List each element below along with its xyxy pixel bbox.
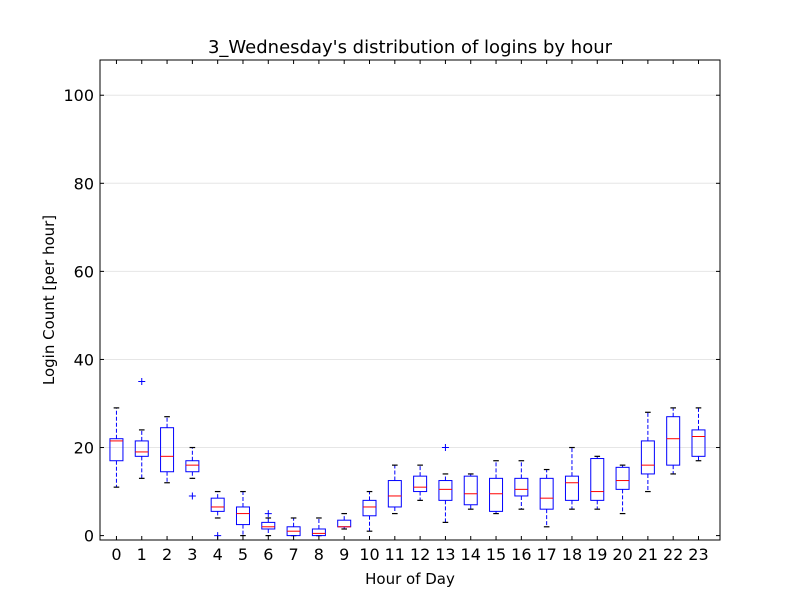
y-tick-label: 60	[74, 262, 94, 281]
x-tick-label: 6	[263, 545, 273, 564]
x-tick-label: 21	[638, 545, 658, 564]
box-iqr	[590, 458, 605, 501]
y-tick-label: 0	[84, 527, 94, 546]
box-iqr	[311, 528, 326, 537]
flier-marker	[138, 377, 146, 385]
x-tick-label: 22	[663, 545, 683, 564]
box-hour-2	[160, 416, 175, 484]
box-iqr	[109, 438, 124, 462]
y-axis: 0 20 40 60 80 100	[63, 86, 720, 546]
box-iqr	[235, 506, 250, 526]
box-hour-18	[564, 446, 579, 510]
x-tick-label: 0	[111, 545, 121, 564]
box-hour-11	[387, 464, 402, 515]
box-iqr	[210, 497, 225, 512]
box-hour-20	[615, 464, 630, 515]
y-tick-label: 40	[74, 350, 94, 369]
box-iqr	[489, 477, 504, 512]
box-hour-21	[640, 411, 655, 493]
box-iqr	[640, 440, 655, 475]
y-tick-label: 100	[63, 86, 94, 105]
box-iqr	[691, 429, 706, 457]
box-hour-12	[413, 464, 428, 501]
box-hour-19	[590, 455, 605, 510]
box-hour-22	[666, 407, 681, 475]
box-iqr	[362, 499, 377, 517]
x-tick-label: 20	[612, 545, 632, 564]
box-hour-10	[362, 490, 377, 532]
box-iqr	[438, 480, 453, 501]
box-iqr	[615, 466, 630, 490]
x-tick-label: 9	[339, 545, 349, 564]
box-hour-6	[261, 510, 276, 537]
x-axis-label: Hour of Day	[365, 570, 455, 588]
x-tick-label: 12	[410, 545, 430, 564]
box-iqr	[539, 477, 554, 510]
x-tick-label: 16	[511, 545, 531, 564]
plot-frame	[99, 59, 721, 541]
x-tick-label: 19	[587, 545, 607, 564]
box-hour-13	[438, 444, 453, 523]
box-iqr	[160, 427, 175, 473]
y-tick-label: 20	[74, 439, 94, 458]
flier-marker	[264, 510, 272, 518]
box-hour-14	[463, 473, 478, 510]
box-iqr	[134, 440, 149, 457]
box-iqr	[666, 416, 681, 466]
box-hour-3	[185, 446, 200, 500]
chart-title: 3_Wednesday's distribution of logins by …	[208, 37, 613, 58]
x-tick-label: 10	[359, 545, 379, 564]
x-tick-label: 14	[461, 545, 481, 564]
x-tick-label: 2	[162, 545, 172, 564]
x-tick-label: 15	[486, 545, 506, 564]
x-tick-label: 1	[137, 545, 147, 564]
y-axis-label: Login Count [per hour]	[40, 215, 58, 385]
box-hour-23	[691, 407, 706, 462]
x-tick-label: 17	[536, 545, 556, 564]
box-hour-0	[109, 407, 124, 488]
x-tick-label: 8	[314, 545, 324, 564]
x-tick-label: 3	[187, 545, 197, 564]
x-tick-label: 7	[288, 545, 298, 564]
box-iqr	[564, 475, 579, 501]
box-iqr	[514, 477, 529, 497]
box-iqr	[185, 460, 200, 473]
box-hour-5	[235, 490, 250, 537]
y-tick-label: 80	[74, 174, 94, 193]
box-iqr	[387, 480, 402, 508]
box-series	[109, 377, 706, 540]
x-tick-label: 23	[688, 545, 708, 564]
box-hour-9	[337, 512, 352, 530]
box-hour-17	[539, 468, 554, 528]
grid-lines	[100, 94, 720, 449]
x-tick-label: 4	[213, 545, 223, 564]
box-hour-15	[489, 460, 504, 515]
x-axis: 0 1 2 3 4 5 6 7 8 9 10 11 12 13 14 15 16 17 18 19 20 21 22 23	[111, 60, 709, 564]
flier-marker	[441, 444, 449, 452]
box-iqr	[463, 475, 478, 506]
box-iqr	[413, 475, 428, 493]
box-hour-8	[311, 517, 326, 537]
x-tick-label: 18	[562, 545, 582, 564]
x-tick-label: 13	[435, 545, 455, 564]
box-iqr	[261, 521, 276, 530]
x-tick-label: 11	[385, 545, 405, 564]
box-hour-7	[286, 517, 301, 537]
box-hour-16	[514, 460, 529, 510]
flier-marker	[188, 492, 196, 500]
box-hour-1	[134, 377, 149, 479]
x-tick-label: 5	[238, 545, 248, 564]
